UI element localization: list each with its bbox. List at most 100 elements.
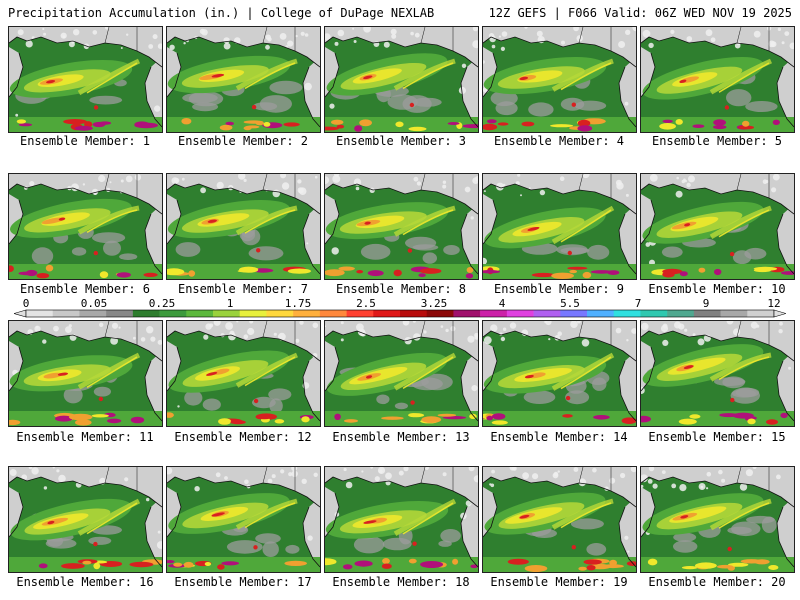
- ensemble-map-panel: [166, 320, 321, 427]
- precipitation-map: [167, 321, 320, 426]
- ensemble-map-panel: [640, 26, 795, 133]
- ensemble-map-panel: [324, 26, 479, 133]
- color-scale-swatch: [506, 310, 534, 317]
- ensemble-map-panel: [482, 320, 637, 427]
- ensemble-member-label: Ensemble Member: 10: [648, 282, 786, 296]
- precipitation-color-scale: [14, 309, 786, 318]
- precipitation-map: [483, 174, 636, 279]
- color-scale-swatch: [319, 310, 347, 317]
- ensemble-member-label: Ensemble Member: 16: [16, 575, 154, 589]
- ensemble-member-label: Ensemble Member: 18: [332, 575, 470, 589]
- model-run-info: 12Z GEFS | F066 Valid: 06Z WED NOV 19 20…: [488, 6, 792, 20]
- ensemble-member-label: Ensemble Member: 15: [648, 430, 786, 444]
- color-scale-swatch: [533, 310, 561, 317]
- precipitation-map: [483, 321, 636, 426]
- color-scale-swatch: [720, 310, 748, 317]
- ensemble-map-panel: [324, 466, 479, 573]
- color-scale-swatch: [239, 310, 267, 317]
- color-scale-tick-label: 0: [22, 297, 30, 310]
- ensemble-map-panel: [482, 466, 637, 573]
- color-scale-swatch: [400, 310, 428, 317]
- color-scale-tick-label: 1.75: [284, 297, 312, 310]
- precipitation-map: [325, 27, 478, 132]
- precipitation-map: [9, 27, 162, 132]
- ensemble-member-label: Ensemble Member: 14: [490, 430, 628, 444]
- precipitation-map: [167, 174, 320, 279]
- color-scale-swatch: [132, 310, 160, 317]
- precipitation-map: [483, 467, 636, 572]
- ensemble-member-label: Ensemble Member: 9: [493, 282, 625, 296]
- color-scale-swatch: [426, 310, 454, 317]
- ensemble-map-panel: [8, 320, 163, 427]
- color-scale-swatch: [186, 310, 214, 317]
- ensemble-member-label: Ensemble Member: 5: [651, 134, 783, 148]
- precipitation-map: [325, 321, 478, 426]
- color-scale-swatch: [373, 310, 401, 317]
- ensemble-member-label: Ensemble Member: 1: [19, 134, 151, 148]
- color-scale-tick-label: 12: [767, 297, 781, 310]
- precipitation-map: [483, 27, 636, 132]
- ensemble-map-panel: [8, 173, 163, 280]
- ensemble-member-label: Ensemble Member: 11: [16, 430, 154, 444]
- precipitation-map: [9, 174, 162, 279]
- ensemble-map-panel: [640, 466, 795, 573]
- color-scale-tick-label: 9: [702, 297, 710, 310]
- color-scale-swatch: [26, 310, 54, 317]
- precipitation-map: [9, 467, 162, 572]
- color-scale-swatch: [587, 310, 615, 317]
- ensemble-member-label: Ensemble Member: 4: [493, 134, 625, 148]
- ensemble-map-panel: [640, 320, 795, 427]
- color-scale-swatch: [560, 310, 588, 317]
- ensemble-member-label: Ensemble Member: 2: [177, 134, 309, 148]
- precipitation-map: [167, 27, 320, 132]
- color-scale-swatch: [613, 310, 641, 317]
- precipitation-map: [167, 467, 320, 572]
- color-scale-tick-label: 5.5: [560, 297, 580, 310]
- color-scale-swatch: [52, 310, 80, 317]
- color-scale-swatch: [266, 310, 294, 317]
- color-scale-tick-label: 7: [634, 297, 642, 310]
- color-scale-tick-label: 2.5: [356, 297, 376, 310]
- precipitation-map: [641, 174, 794, 279]
- color-scale-swatch: [79, 310, 107, 317]
- ensemble-member-label: Ensemble Member: 7: [177, 282, 309, 296]
- ensemble-map-panel: [324, 320, 479, 427]
- color-scale-swatch: [213, 310, 241, 317]
- color-scale-tick-label: 3.25: [420, 297, 448, 310]
- ensemble-member-label: Ensemble Member: 12: [174, 430, 312, 444]
- color-scale-swatch: [480, 310, 508, 317]
- ensemble-map-panel: [166, 173, 321, 280]
- precipitation-map: [641, 27, 794, 132]
- color-scale-swatch: [346, 310, 374, 317]
- precipitation-map: [641, 467, 794, 572]
- ensemble-map-panel: [8, 466, 163, 573]
- color-scale-tick-label: 4: [498, 297, 506, 310]
- color-scale-swatch: [693, 310, 721, 317]
- ensemble-map-panel: [640, 173, 795, 280]
- ensemble-map-panel: [324, 173, 479, 280]
- ensemble-member-label: Ensemble Member: 6: [19, 282, 151, 296]
- color-scale-tick-label: 0.05: [80, 297, 108, 310]
- color-scale-swatch: [747, 310, 775, 317]
- precipitation-map: [9, 321, 162, 426]
- ensemble-map-panel: [482, 173, 637, 280]
- color-scale-swatch: [453, 310, 481, 317]
- ensemble-map-panel: [482, 26, 637, 133]
- precipitation-map: [325, 467, 478, 572]
- ensemble-map-panel: [166, 26, 321, 133]
- ensemble-member-label: Ensemble Member: 8: [335, 282, 467, 296]
- ensemble-member-label: Ensemble Member: 17: [174, 575, 312, 589]
- ensemble-member-label: Ensemble Member: 20: [648, 575, 786, 589]
- color-scale-swatch: [640, 310, 668, 317]
- ensemble-member-label: Ensemble Member: 3: [335, 134, 467, 148]
- precipitation-map: [325, 174, 478, 279]
- ensemble-map-panel: [166, 466, 321, 573]
- precipitation-map: [641, 321, 794, 426]
- color-scale-tick-label: 0.25: [148, 297, 176, 310]
- color-scale-swatch: [667, 310, 695, 317]
- color-scale-swatch: [106, 310, 134, 317]
- ensemble-member-label: Ensemble Member: 13: [332, 430, 470, 444]
- ensemble-member-label: Ensemble Member: 19: [490, 575, 628, 589]
- color-scale-swatch: [293, 310, 321, 317]
- color-scale-tick-label: 1: [226, 297, 234, 310]
